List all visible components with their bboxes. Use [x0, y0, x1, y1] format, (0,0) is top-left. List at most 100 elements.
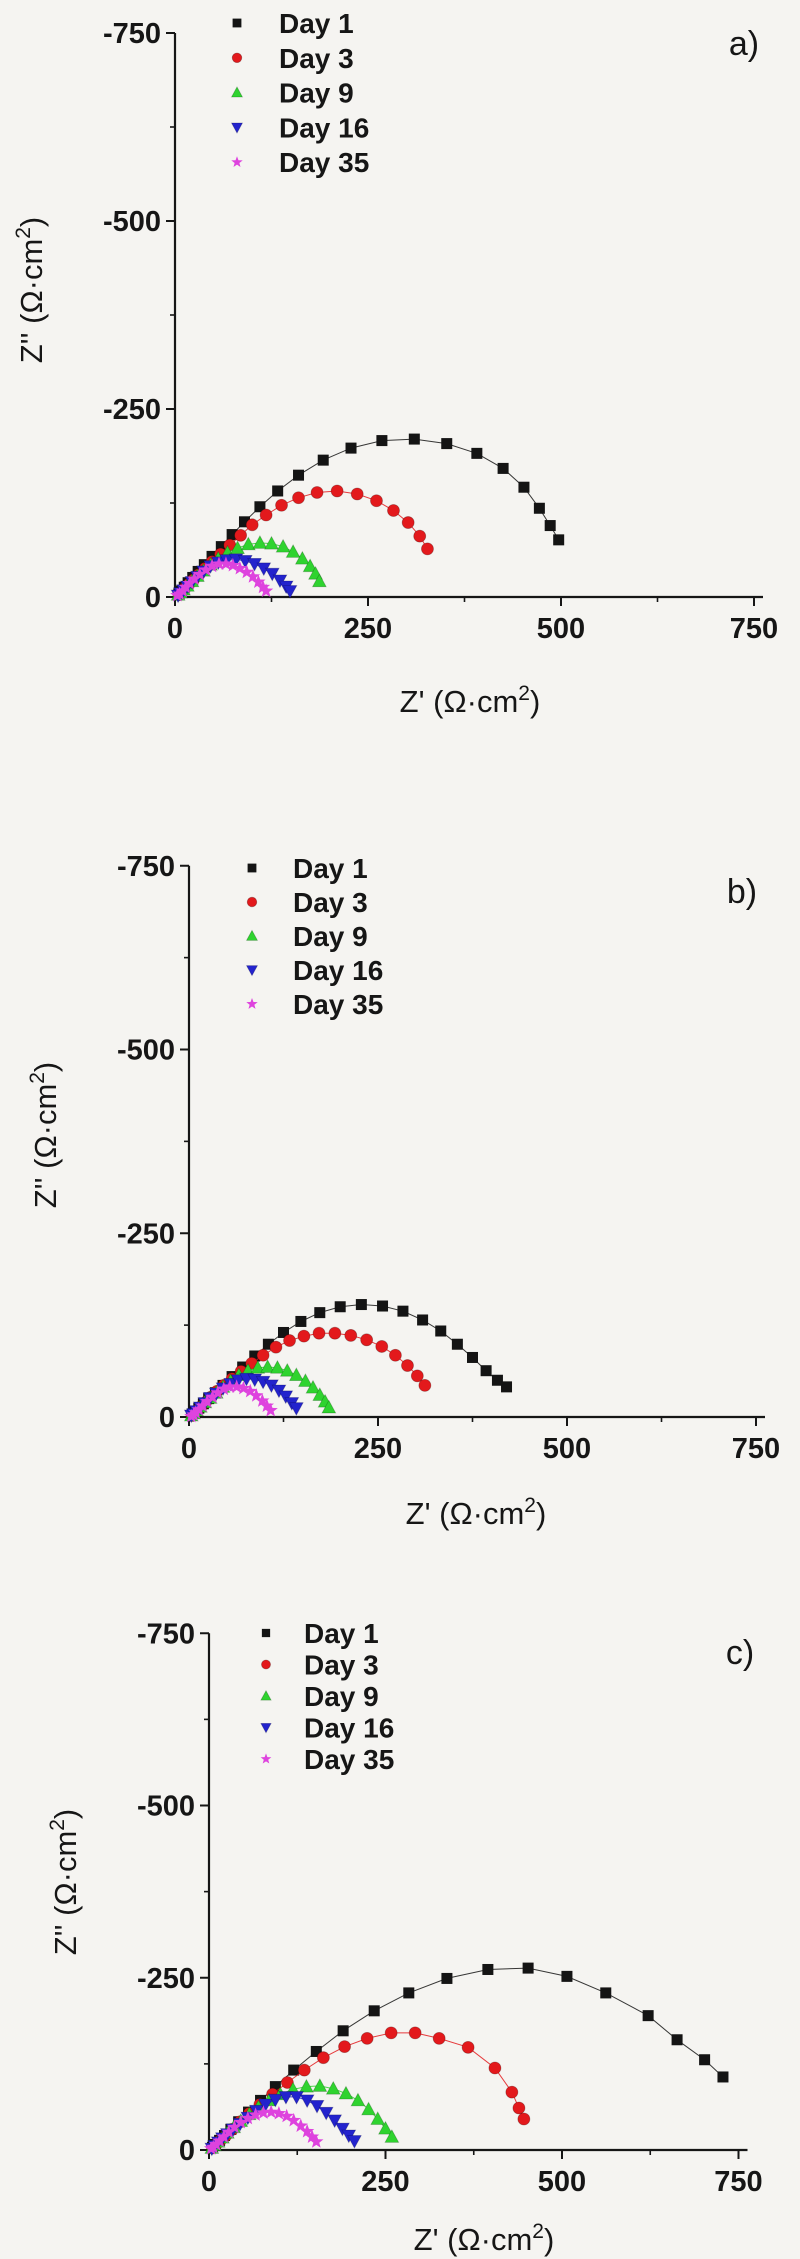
marker-triangle-down — [327, 2114, 343, 2129]
marker-triangle-up — [302, 558, 318, 573]
marker-circle — [245, 518, 259, 532]
marker-square — [533, 502, 545, 514]
marker-triangle-up — [311, 573, 327, 588]
marker-circle — [517, 2112, 531, 2126]
marker-triangle-down — [247, 558, 262, 572]
marker-circle — [360, 2031, 374, 2045]
panel-letter-b: b) — [727, 873, 757, 911]
marker-star — [245, 569, 261, 583]
marker-triangle-down — [288, 1402, 304, 1417]
legend-marker-triangle-down — [260, 1722, 272, 1734]
x-tick-label: 750 — [730, 613, 778, 645]
marker-triangle-down — [278, 2091, 294, 2105]
marker-square — [310, 2045, 322, 2057]
marker-circle — [410, 1369, 424, 1383]
marker-square — [376, 435, 388, 447]
marker-circle — [316, 2051, 330, 2065]
panel-c: 0 250 500 750 0 -250 -500 -750 Z' (Ω·cm2) Z'' (Ω·… — [46, 1618, 763, 2257]
marker-star — [286, 2112, 301, 2127]
x-tick-label: 750 — [714, 2166, 762, 2198]
legend-marker-star — [246, 998, 258, 1009]
marker-star — [195, 1398, 210, 1413]
marker-square — [269, 2081, 281, 2093]
marker-circle — [338, 2040, 351, 2054]
marker-triangle-up — [338, 2085, 354, 2100]
marker-triangle-down — [278, 1390, 294, 1405]
marker-circle — [421, 542, 434, 556]
legend-label: Day 16 — [304, 1713, 394, 1744]
legend-marker-star — [231, 156, 243, 168]
marker-square — [226, 529, 238, 541]
marker-square — [451, 1338, 463, 1350]
marker-triangle-up — [230, 540, 246, 555]
legend-marker-star — [260, 1753, 272, 1764]
marker-triangle-up — [297, 1373, 313, 1387]
marker-square — [441, 438, 453, 450]
legend-label: Day 3 — [293, 887, 368, 918]
y-tick-label: -500 — [117, 1035, 175, 1067]
x-tick-label: 500 — [538, 2166, 586, 2198]
marker-circle — [350, 487, 364, 501]
marker-star — [309, 2134, 324, 2148]
marker-square — [295, 1315, 307, 1327]
marker-square — [471, 447, 483, 459]
marker-star — [182, 575, 197, 590]
marker-triangle-down — [299, 2094, 315, 2109]
marker-square — [408, 433, 420, 445]
marker-square — [642, 2010, 654, 2022]
legend-label: Day 1 — [279, 8, 354, 39]
marker-square — [501, 1381, 513, 1393]
x-tick-label: 0 — [167, 613, 183, 645]
marker-circle — [328, 1326, 342, 1340]
marker-star — [208, 2136, 224, 2151]
marker-triangle-up — [350, 2092, 366, 2107]
marker-triangle-up — [370, 2111, 386, 2125]
marker-square — [717, 2071, 729, 2083]
legend-marker-square — [261, 1628, 271, 1638]
marker-star — [210, 1385, 225, 1399]
marker-circle — [413, 529, 427, 543]
marker-star — [222, 1379, 237, 1393]
marker-circle — [234, 528, 248, 542]
marker-star — [216, 2129, 231, 2143]
marker-star — [271, 2105, 287, 2120]
marker-triangle-up — [305, 1379, 321, 1394]
marker-star — [198, 562, 214, 576]
marker-triangle-up — [250, 1359, 266, 1374]
panel-b: 0 250 500 750 0 -250 -500 -750 Z' (Ω·cm2) Z'' (Ω·… — [26, 851, 780, 1531]
marker-triangle-up — [264, 535, 279, 550]
marker-square — [480, 1365, 492, 1377]
marker-triangle-down — [318, 2106, 334, 2121]
marker-triangle-down — [264, 567, 280, 582]
marker-square — [249, 1350, 261, 1362]
legend-label: Day 35 — [304, 1744, 394, 1775]
marker-star — [264, 2104, 279, 2119]
marker-star — [258, 583, 274, 598]
marker-square — [435, 1325, 447, 1337]
y-tick-label: -500 — [103, 206, 161, 238]
legend-label: Day 9 — [279, 78, 354, 109]
y-axis-title-c: Z'' (Ω·cm2) — [46, 1809, 83, 1956]
marker-square — [262, 1338, 274, 1350]
marker-square — [215, 541, 227, 553]
marker-triangle-up — [384, 2129, 400, 2143]
y-axis-title-b: Z'' (Ω·cm2) — [26, 1062, 63, 1209]
legend-label: Day 3 — [279, 43, 354, 74]
marker-square — [518, 481, 530, 493]
y-tick-label: 0 — [145, 582, 161, 614]
marker-circle — [360, 1333, 374, 1347]
marker-square — [314, 1307, 326, 1319]
y-tick-label: -250 — [103, 394, 161, 426]
marker-star — [248, 2107, 263, 2121]
legend-label: Day 3 — [304, 1650, 379, 1681]
marker-star — [205, 1389, 220, 1404]
y-tick-label: -750 — [117, 851, 175, 883]
marker-circle — [283, 1334, 296, 1347]
x-tick-label: 500 — [543, 1433, 591, 1465]
marker-square — [561, 1970, 573, 1982]
marker-circle — [275, 498, 288, 512]
marker-circle — [387, 504, 400, 517]
marker-star — [239, 564, 254, 579]
